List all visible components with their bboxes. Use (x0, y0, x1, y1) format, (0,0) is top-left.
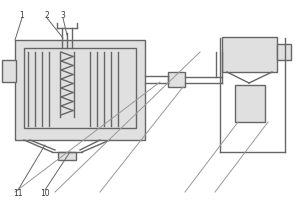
Bar (168, 72, 185, 87)
Text: 11: 11 (13, 188, 23, 198)
Text: 1: 1 (20, 11, 24, 21)
Bar (235, 85, 265, 122)
Bar (24, 48, 136, 128)
Bar (2, 60, 16, 82)
Bar (277, 44, 291, 60)
Bar (222, 37, 277, 72)
Bar (15, 40, 145, 140)
Text: 2: 2 (45, 11, 50, 21)
Text: 3: 3 (61, 11, 65, 21)
Bar (58, 152, 76, 160)
Text: 10: 10 (40, 188, 50, 198)
